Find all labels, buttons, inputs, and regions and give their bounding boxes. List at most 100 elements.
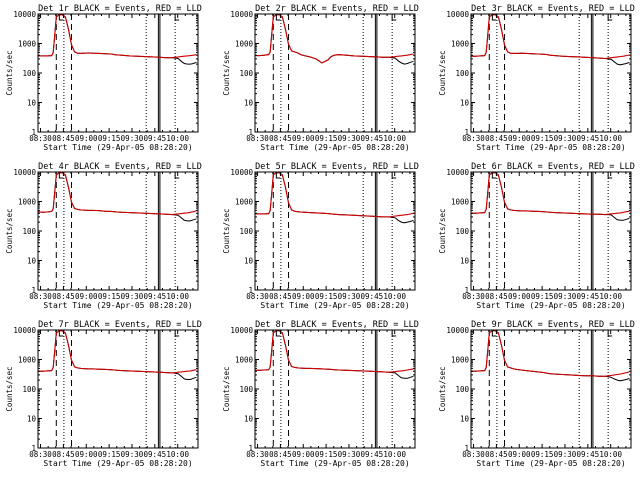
x-tick-label: 08:45: [269, 292, 292, 301]
y-tick-label: 10000: [230, 168, 253, 177]
y-tick-label: 1: [464, 444, 469, 453]
y-axis-label: Counts/sec: [222, 366, 231, 411]
x-tick-label: 08:45: [269, 450, 292, 459]
x-tick-label: 08:45: [52, 134, 75, 143]
events-series-line: [471, 14, 630, 66]
events-series-line: [471, 172, 630, 221]
bracket-marker: [275, 172, 281, 179]
axes-frame: [254, 13, 416, 133]
y-tick-label: 10000: [230, 10, 253, 19]
y-tick-label: 10000: [13, 10, 36, 19]
x-tick-label: 08:30: [246, 134, 269, 143]
chart-title: Det 2r BLACK = Events, RED = LLD: [255, 4, 419, 14]
x-tick-label: 10:00: [383, 450, 406, 459]
chart-panel: Det 7r BLACK = Events, RED = LLD 1 10 100 10…: [5, 320, 202, 468]
x-tick-label: 09:00: [75, 292, 98, 301]
bracket-marker: [275, 14, 281, 21]
bracket-marker: [491, 14, 497, 21]
x-tick-label: 09:15: [531, 450, 554, 459]
x-tick-label: 09:30: [554, 450, 577, 459]
x-tick-label: 09:15: [98, 450, 121, 459]
y-tick-label: 100: [239, 385, 253, 394]
x-tick-label: 10:00: [383, 134, 406, 143]
events-series-line: [38, 330, 197, 380]
x-tick-label: 09:45: [577, 450, 600, 459]
x-tick-label: 09:00: [75, 450, 98, 459]
y-tick-label: 1: [464, 286, 469, 295]
y-tick-label: 1000: [18, 40, 37, 49]
chart-title: Det 9r BLACK = Events, RED = LLD: [471, 320, 635, 330]
y-tick-label: 10: [27, 257, 37, 266]
axes-frame: [470, 329, 632, 449]
bracket-marker: [491, 172, 497, 179]
x-axis-label: Start Time (29-Apr-05 08:28:20): [260, 301, 409, 310]
lld-series-line: [471, 14, 630, 60]
y-tick-label: 10000: [446, 168, 469, 177]
events-series-line: [255, 330, 414, 379]
bracket-marker: [174, 330, 180, 337]
x-tick-label: 09:45: [361, 450, 384, 459]
x-tick-label: 09:15: [315, 134, 338, 143]
bracket-marker: [391, 172, 397, 179]
y-tick-label: 1: [31, 286, 36, 295]
x-tick-label: 10:00: [166, 134, 189, 143]
chart-panel: Det 9r BLACK = Events, RED = LLD 1 10 100 10…: [438, 320, 635, 468]
x-tick-label: 08:30: [29, 134, 52, 143]
chart-title: Det 3r BLACK = Events, RED = LLD: [471, 4, 635, 14]
events-series-line: [37, 172, 197, 222]
y-tick-label: 10000: [13, 168, 36, 177]
x-tick-label: 08:30: [29, 292, 52, 301]
x-tick-label: 08:45: [485, 450, 508, 459]
bracket-marker: [174, 172, 180, 179]
x-tick-label: 08:45: [485, 292, 508, 301]
y-tick-label: 10: [244, 99, 254, 108]
bracket-marker: [174, 14, 180, 21]
x-tick-label: 09:30: [554, 292, 577, 301]
chart-panel: Det 6r BLACK = Events, RED = LLD 1 10 100 10…: [438, 162, 635, 310]
x-tick-label: 09:45: [144, 450, 167, 459]
y-tick-label: 100: [455, 227, 469, 236]
x-axis-label: Start Time (29-Apr-05 08:28:20): [476, 301, 625, 310]
x-tick-label: 08:45: [269, 134, 292, 143]
y-tick-label: 1000: [18, 356, 37, 365]
y-tick-label: 1: [248, 286, 253, 295]
chart-panel: Det 4r BLACK = Events, RED = LLD 1 10 100 10…: [5, 162, 202, 310]
x-axis-label: Start Time (29-Apr-05 08:28:20): [476, 143, 625, 152]
chart-title: Det 6r BLACK = Events, RED = LLD: [471, 162, 635, 172]
x-tick-label: 09:15: [531, 134, 554, 143]
y-tick-label: 10000: [446, 326, 469, 335]
x-axis-label: Start Time (29-Apr-05 08:28:20): [43, 301, 192, 310]
y-tick-label: 10000: [446, 10, 469, 19]
bracket-marker: [607, 330, 613, 337]
axes-frame: [470, 13, 632, 133]
axes-frame: [37, 171, 199, 291]
axes-frame: [470, 171, 632, 291]
x-tick-label: 09:00: [508, 450, 531, 459]
y-tick-label: 100: [239, 227, 253, 236]
lld-series-line: [471, 172, 630, 216]
y-tick-label: 100: [22, 69, 36, 78]
x-tick-label: 08:30: [462, 292, 485, 301]
lld-series-line: [38, 330, 197, 374]
y-axis-label: Counts/sec: [438, 208, 447, 253]
x-axis-label: Start Time (29-Apr-05 08:28:20): [43, 143, 192, 152]
events-series-line: [255, 172, 414, 224]
bracket-marker: [607, 172, 613, 179]
x-tick-label: 09:15: [98, 134, 121, 143]
x-tick-label: 09:30: [121, 134, 144, 143]
y-tick-label: 100: [22, 227, 36, 236]
x-tick-label: 08:45: [52, 292, 75, 301]
chart-panel: Det 8r BLACK = Events, RED = LLD 1 10 100 10…: [222, 320, 419, 468]
x-tick-label: 09:15: [315, 450, 338, 459]
y-tick-label: 100: [455, 385, 469, 394]
x-tick-label: 09:30: [338, 292, 361, 301]
y-tick-label: 1: [248, 444, 253, 453]
chart-panel: Det 2r BLACK = Events, RED = LLD 1 10 100 10…: [222, 4, 419, 152]
bracket-marker: [58, 172, 64, 179]
x-tick-label: 08:30: [462, 134, 485, 143]
x-tick-label: 10:00: [383, 292, 406, 301]
x-tick-label: 09:30: [338, 134, 361, 143]
bracket-marker: [58, 14, 64, 21]
axes-frame: [254, 329, 416, 449]
